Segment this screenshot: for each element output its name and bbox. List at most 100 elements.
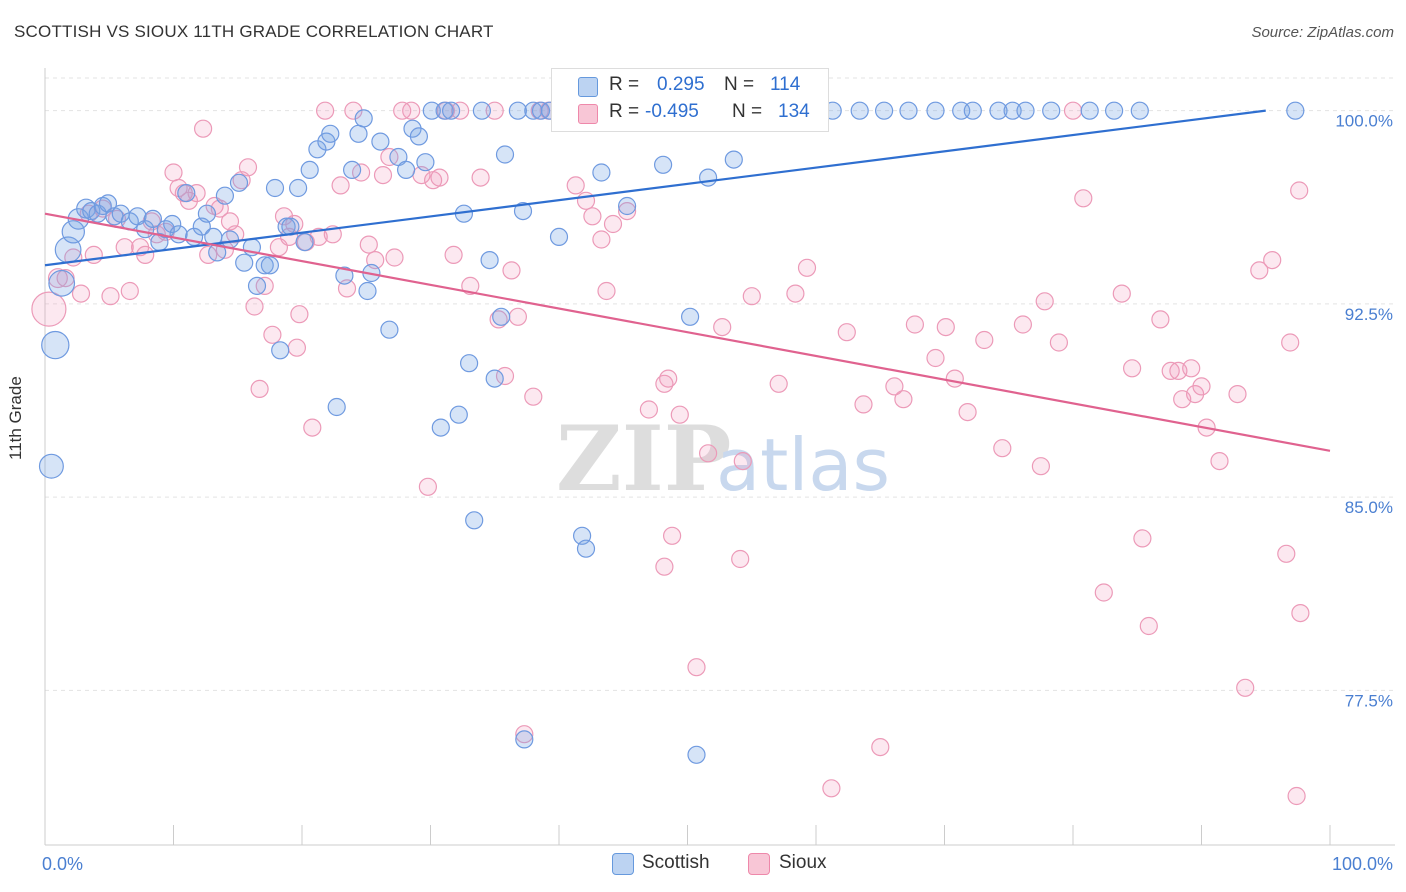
point-scottish [48, 269, 76, 297]
point-scottish [724, 150, 743, 169]
point-sioux [418, 477, 437, 496]
point-sioux [639, 400, 659, 419]
y-tick-labels: 77.5% 85.0% 92.5% 100.0% [1335, 112, 1393, 711]
point-sioux [659, 369, 678, 388]
point-sioux [603, 214, 623, 234]
point-sioux [290, 305, 309, 324]
legend-r-value-sioux: -0.495 [645, 101, 699, 122]
point-sioux [822, 779, 841, 798]
point-sioux [1210, 452, 1229, 471]
point-scottish [358, 281, 377, 301]
point-sioux [250, 379, 269, 398]
point-scottish [271, 341, 290, 360]
point-sioux [975, 330, 994, 350]
point-scottish [247, 276, 267, 295]
point-sioux [255, 276, 274, 295]
point-sioux [316, 101, 335, 120]
point-sioux [905, 315, 925, 334]
point-sioux [238, 158, 258, 177]
point-sioux [576, 191, 596, 210]
point-scottish [1130, 101, 1149, 120]
legend-n-label: N = [732, 101, 763, 122]
legend-r-value-scottish: 0.295 [657, 74, 705, 95]
point-sioux [926, 348, 945, 368]
point-scottish [163, 214, 182, 234]
point-scottish [289, 178, 308, 198]
point-sioux [164, 163, 183, 182]
point-sioux [1291, 603, 1310, 623]
point-scottish [38, 453, 64, 479]
point-sioux [617, 202, 637, 221]
y-tick-label: 85.0% [1345, 498, 1393, 517]
point-scottish [698, 168, 718, 187]
point-sioux [885, 377, 904, 396]
point-sioux [1161, 361, 1180, 380]
point-sioux [136, 245, 155, 264]
point-scottish [617, 196, 637, 216]
point-scottish [576, 539, 596, 558]
point-sioux [263, 325, 282, 344]
point-sioux [1277, 544, 1296, 563]
point-scottish [1286, 101, 1305, 120]
point-sioux [566, 176, 585, 195]
point-sioux [742, 287, 761, 306]
point-sioux [194, 119, 213, 138]
point-scottish [485, 369, 504, 388]
point-scottish [343, 160, 362, 179]
point-sioux [344, 101, 363, 120]
point-sioux [245, 297, 264, 316]
point-scottish [472, 101, 491, 120]
x-tick-labels: 0.0% 100.0% [42, 854, 1393, 874]
point-sioux [769, 374, 788, 393]
point-sioux [430, 168, 449, 187]
point-sioux [359, 235, 378, 254]
point-scottish [321, 124, 340, 143]
source-label: Source: ZipAtlas.com [1251, 24, 1394, 41]
legend-r-label: R = [609, 101, 640, 122]
point-sioux [1228, 385, 1247, 404]
point-sioux [1192, 377, 1211, 396]
point-sioux [662, 526, 682, 545]
point-scottish [371, 132, 390, 151]
point-scottish [431, 418, 450, 437]
point-sioux [936, 318, 955, 337]
point-scottish [515, 730, 534, 749]
point-scottish [442, 101, 461, 120]
point-sioux [508, 307, 528, 326]
legend-swatch-scottish [578, 77, 598, 97]
point-scottish [220, 230, 240, 249]
point-sioux [1063, 101, 1083, 120]
point-scottish [197, 204, 216, 223]
point-scottish [255, 256, 274, 275]
point-scottish [61, 220, 86, 244]
point-scottish [177, 184, 196, 203]
point-sioux [1049, 333, 1069, 352]
point-scottish [295, 233, 314, 252]
point-sioux [583, 207, 602, 226]
point-scottish [265, 178, 285, 198]
point-sioux [331, 176, 350, 195]
point-scottish [492, 307, 511, 326]
trend-line-scottish [44, 109, 1266, 267]
point-sioux [1182, 359, 1201, 378]
point-sioux [101, 287, 120, 306]
point-scottish [1104, 101, 1124, 120]
point-sioux [226, 225, 245, 244]
point-sioux [495, 366, 515, 386]
point-sioux [303, 418, 322, 437]
point-scottish [354, 109, 373, 128]
point-scottish [235, 253, 254, 272]
point-scottish [229, 173, 249, 192]
point-sioux [1151, 310, 1170, 329]
point-sioux [187, 184, 206, 203]
point-sioux [1250, 261, 1269, 280]
point-sioux [461, 276, 480, 295]
point-scottish [422, 101, 441, 120]
point-scottish [495, 145, 515, 164]
point-sioux [713, 318, 732, 337]
legend-row-sioux: R = -0.495 N = 134 [552, 101, 828, 127]
watermark: ZIP atlas [556, 406, 890, 512]
point-sioux [1112, 284, 1131, 303]
legend-n-value-scottish: 114 [770, 74, 801, 95]
point-scottish [963, 101, 982, 120]
